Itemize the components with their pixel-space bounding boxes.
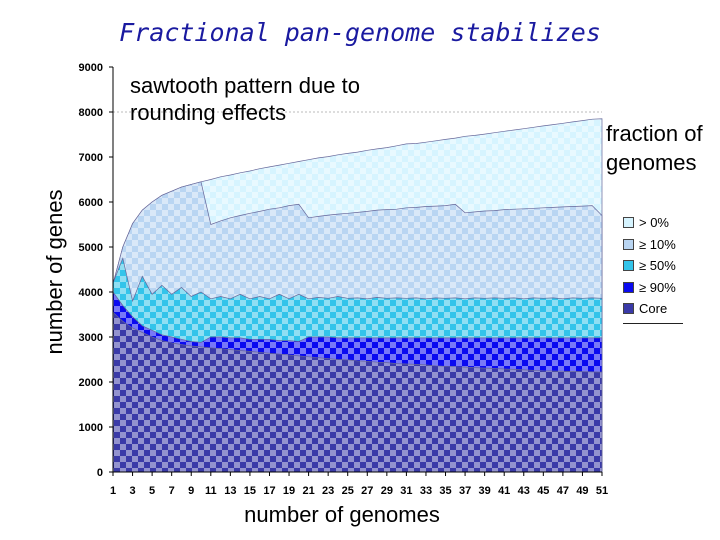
x-tick-label: 35 [439,485,451,497]
legend-swatch [623,217,634,229]
x-tick-label: 33 [420,485,432,497]
x-tick-label: 3 [129,485,135,497]
x-tick-label: 9 [188,485,194,497]
x-tick-label: 15 [244,485,256,497]
y-axis-label: number of genes [42,189,67,355]
x-tick-label: 19 [283,485,295,497]
x-tick-label: 23 [322,485,334,497]
y-tick-label: 3000 [79,332,103,344]
legend-swatch [623,303,634,315]
y-tick-label: 2000 [79,377,103,389]
y-tick-label: 8000 [79,107,103,119]
sawtooth-annotation: sawtooth pattern due to rounding effects [130,72,360,126]
legend-swatch [623,238,634,250]
area-5 [112,311,603,473]
legend-label: Core [639,301,668,317]
x-tick-label: 1 [110,485,116,497]
y-tick-label: 0 [97,467,103,479]
legend-item: ≥ 10% [623,234,683,256]
legend: > 0% ≥ 10% ≥ 50% ≥ 90% Core [623,212,683,324]
legend-item: Core [623,298,683,320]
x-tick-label: 7 [169,485,175,497]
x-tick-label: 49 [576,485,588,497]
x-tick-label: 5 [149,485,155,497]
y-tick-label: 4000 [79,287,103,299]
x-tick-label: 27 [361,485,373,497]
x-axis-label: number of genomes [244,502,440,527]
x-tick-label: 11 [205,485,217,497]
annotation-line-2: rounding effects [130,100,287,125]
legend-label: ≥ 50% [639,258,676,274]
legend-label: ≥ 10% [639,236,676,252]
legend-title: fraction of genomes [606,119,703,177]
legend-swatch [623,260,634,272]
legend-title-line-1: fraction of [606,121,703,146]
chart-title: Fractional pan-genome stabilizes [119,18,601,47]
y-tick-label: 1000 [79,422,103,434]
x-tick-label: 25 [342,485,354,497]
x-tick-label: 51 [596,485,608,497]
x-tick-label: 31 [400,485,412,497]
legend-label: ≥ 90% [639,279,676,295]
legend-label: > 0% [639,215,669,231]
annotation-line-1: sawtooth pattern due to [130,73,360,98]
y-tick-label: 9000 [79,62,103,74]
legend-item: > 0% [623,212,683,234]
y-tick-label: 5000 [79,242,103,254]
legend-swatch [623,281,634,293]
legend-title-line-2: genomes [606,150,697,175]
x-tick-label: 47 [557,485,569,497]
x-tick-label: 13 [224,485,236,497]
y-tick-label: 6000 [79,197,103,209]
x-tick-label: 41 [498,485,510,497]
y-tick-label: 7000 [79,152,103,164]
x-tick-label: 45 [537,485,549,497]
x-tick-label: 43 [518,485,530,497]
legend-item: ≥ 50% [623,255,683,277]
x-tick-label: 29 [381,485,393,497]
x-tick-label: 37 [459,485,471,497]
x-tick-label: 39 [479,485,491,497]
x-tick-label: 17 [263,485,275,497]
x-tick-label: 21 [302,485,314,497]
legend-item: ≥ 90% [623,277,683,299]
